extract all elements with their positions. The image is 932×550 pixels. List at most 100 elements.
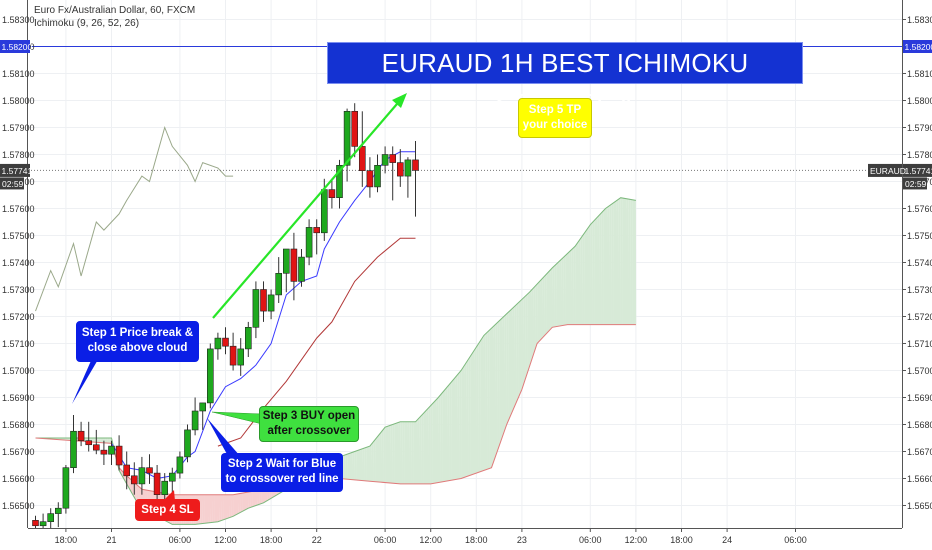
- cloud-segment: [444, 388, 447, 482]
- cloud-segment: [423, 411, 426, 484]
- price-tick-label: 1.56900: [907, 393, 932, 403]
- time-tick-label: 23: [517, 535, 527, 545]
- cloud-segment: [580, 235, 583, 325]
- cloud-segment: [364, 447, 367, 481]
- cloud-segment: [601, 210, 604, 325]
- cloud-segment: [210, 494, 213, 523]
- cloud-segment: [556, 262, 559, 327]
- cloud-segment: [501, 317, 504, 441]
- cloud-segment: [238, 493, 241, 514]
- countdown-tag-text: 02:59: [905, 179, 927, 189]
- cloud-segment: [377, 434, 380, 483]
- cloud-segment: [368, 446, 371, 482]
- cloud-segment: [244, 492, 247, 511]
- cloud-segment: [558, 260, 561, 327]
- cloud-segment: [563, 255, 566, 326]
- cloud-segment: [204, 494, 207, 524]
- candle-body: [267, 294, 275, 312]
- cloud-segment: [219, 494, 222, 522]
- cloud-segment: [421, 413, 424, 484]
- cloud-segment: [396, 422, 399, 484]
- cloud-segment: [415, 419, 418, 484]
- step1-callout: Step 1 Price break & close above cloud: [76, 321, 199, 362]
- cloud-segment: [265, 488, 268, 502]
- left-price-tick-label: 1.57000: [2, 366, 35, 376]
- strategy-title: EURAUD 1H BEST ICHIMOKU STRATEGY: [327, 42, 803, 118]
- price-tick-label: 1.57100: [907, 339, 932, 349]
- time-tick-label: 18:00: [260, 535, 283, 545]
- cloud-segment: [442, 390, 445, 482]
- cloud-segment: [573, 246, 576, 325]
- left-price-tick-label: 1.57500: [2, 231, 35, 241]
- cloud-segment: [476, 344, 479, 474]
- candle-body: [85, 440, 92, 446]
- cloud-segment: [392, 423, 395, 484]
- candle-body: [100, 449, 108, 455]
- price-tick-label: 1.57500: [907, 231, 932, 241]
- cloud-segment: [478, 341, 481, 473]
- cloud-segment: [461, 367, 464, 479]
- cloud-segment: [436, 397, 439, 483]
- cloud-segment: [626, 198, 629, 325]
- candle-body: [374, 165, 381, 188]
- countdown-tag-text: 02:59: [2, 179, 24, 189]
- time-tick-label: 12:00: [625, 535, 648, 545]
- hline-tag-left-bg: [0, 40, 30, 53]
- candle-body: [260, 289, 267, 312]
- cloud-segment: [495, 322, 498, 457]
- cloud-segment: [615, 200, 618, 325]
- cloud-segment: [221, 494, 224, 521]
- step2-callout: Step 2 Wait for Blue to crossover red li…: [221, 453, 343, 492]
- time-tick-label: 18:00: [55, 535, 78, 545]
- candle-body: [115, 445, 123, 466]
- candle-body: [237, 348, 244, 366]
- cloud-segment: [214, 494, 217, 523]
- time-tick-label: 06:00: [374, 535, 397, 545]
- cloud-segment: [387, 425, 390, 483]
- cloud-segment: [432, 401, 435, 484]
- last-price-tag-right-bg: [903, 163, 932, 177]
- cloud-segment: [453, 377, 456, 480]
- price-tick-label: 1.58000: [907, 96, 932, 106]
- candle-body: [169, 472, 176, 482]
- cloud-segment: [554, 264, 557, 327]
- cloud-segment: [578, 238, 582, 325]
- cloud-segment: [425, 409, 428, 484]
- cloud-segment: [616, 199, 620, 325]
- left-price-tick-label: 1.56700: [2, 447, 35, 457]
- price-tick-label: 1.57000: [907, 366, 932, 376]
- cloud-segment: [586, 227, 589, 325]
- cloud-segment: [603, 208, 606, 325]
- cloud-segment: [212, 494, 215, 523]
- cloud-segment: [605, 207, 608, 325]
- candle-body: [222, 337, 229, 347]
- cloud-segment: [535, 284, 538, 350]
- cloud-segment: [356, 450, 359, 481]
- price-axis-background: [902, 0, 932, 550]
- step3-line2: after crossover: [267, 425, 351, 437]
- step3-pointer: [211, 411, 263, 425]
- cloud-segment: [525, 294, 528, 378]
- cloud-segment: [459, 370, 462, 479]
- cloud-segment: [489, 328, 492, 469]
- cloud-segment: [103, 438, 107, 443]
- candle-body: [389, 154, 397, 163]
- cloud-segment: [217, 494, 221, 522]
- cloud-segment: [518, 301, 521, 399]
- cloud-segment: [366, 446, 369, 482]
- candle-body: [252, 289, 260, 328]
- cloud-segment: [634, 200, 637, 325]
- cloud-segment: [407, 421, 411, 484]
- cloud-segment: [426, 407, 430, 484]
- left-price-tick-label: 1.57200: [2, 312, 35, 322]
- cloud-segment: [472, 350, 475, 475]
- candle-body: [404, 159, 412, 177]
- cloud-segment: [544, 273, 547, 336]
- candle-body: [32, 520, 39, 527]
- candle-body: [146, 467, 153, 474]
- cloud-segment: [223, 494, 226, 520]
- candle-body: [282, 248, 290, 274]
- step1-line1: Step 1 Price break &: [81, 327, 194, 339]
- cloud-segment: [592, 220, 595, 325]
- price-tick-label: 1.56800: [907, 420, 932, 430]
